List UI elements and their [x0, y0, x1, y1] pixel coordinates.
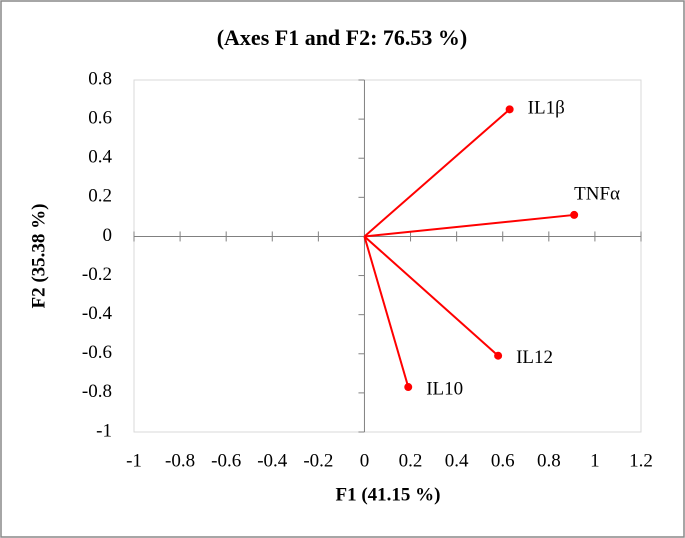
x-tick-label: -0.8	[165, 450, 195, 471]
vector	[364, 213, 575, 238]
y-tick-label: -0.2	[82, 264, 112, 285]
point-label: IL10	[426, 378, 463, 399]
y-tick-label: -0.8	[82, 381, 112, 402]
point-label: IL1β	[528, 98, 565, 119]
y-axis-label: F2 (35.38 %)	[28, 203, 49, 308]
x-axis-label: F1 (41.15 %)	[335, 484, 440, 505]
point-label: TNFα	[574, 183, 620, 204]
x-tick-label: 0.4	[445, 450, 469, 471]
y-tick-label: 0.6	[88, 107, 112, 128]
y-tick-label: -0.6	[82, 342, 112, 363]
y-tick-label: 0	[103, 225, 113, 246]
x-tick-label: 1	[590, 450, 600, 471]
x-tick-label: 0.8	[537, 450, 561, 471]
point	[505, 105, 514, 114]
chart-title: (Axes F1 and F2: 76.53 %)	[217, 25, 468, 50]
point	[570, 210, 579, 219]
y-tick-label: -1	[96, 420, 112, 441]
point	[494, 351, 503, 360]
x-tick-label: 1.2	[629, 450, 653, 471]
y-tick-label: -0.4	[82, 303, 113, 324]
x-tick-label: -0.2	[303, 450, 333, 471]
x-tick-label: -0.6	[211, 450, 241, 471]
y-tick-label: 0.2	[88, 186, 112, 207]
vector	[363, 235, 499, 357]
x-tick-label: -0.4	[257, 450, 288, 471]
x-tick-label: -1	[126, 450, 142, 471]
x-tick-label: 0.6	[491, 450, 515, 471]
x-tick-label: 0	[360, 450, 370, 471]
plot-area	[133, 79, 642, 433]
y-tick-label: 0.4	[88, 147, 112, 168]
y-tick-label: 0.8	[88, 68, 112, 89]
point-label: IL12	[516, 347, 553, 368]
point	[404, 383, 413, 392]
vector	[363, 108, 511, 238]
vector	[363, 236, 410, 388]
x-tick-label: 0.2	[399, 450, 423, 471]
